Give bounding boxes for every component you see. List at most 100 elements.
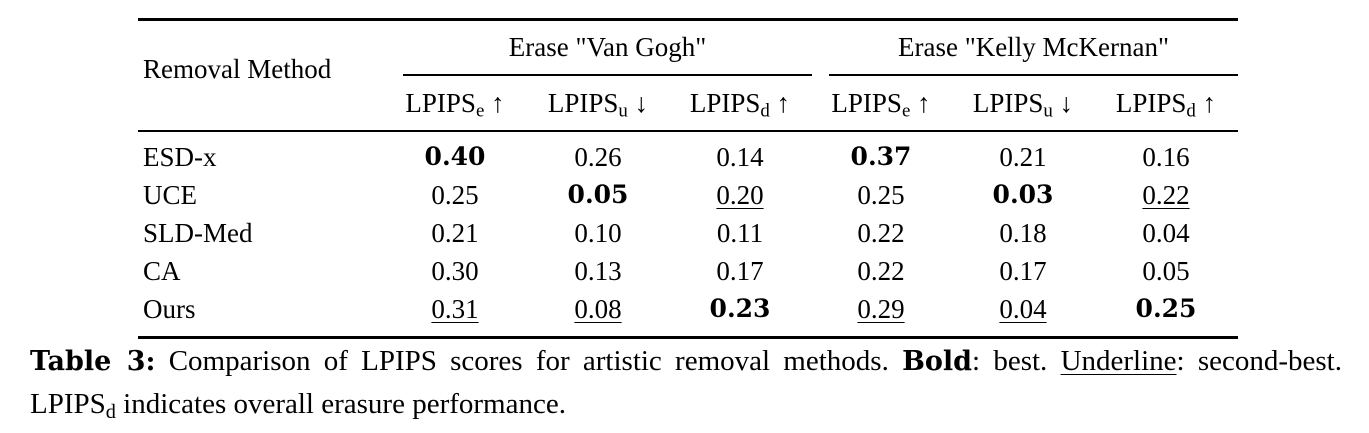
table-caption: Table 3: Comparison of LPIPS scores for …	[30, 340, 1342, 433]
cell-value: 0.16	[1142, 142, 1190, 172]
cell-value: 0.08	[574, 294, 622, 324]
caption-text-2: : best.	[972, 345, 1048, 377]
cell-value: 0.25	[1135, 294, 1197, 323]
header-bottom-rule	[138, 130, 1238, 132]
column-header-5: LPIPSu ↓	[948, 88, 1098, 127]
arrow-up-icon: ↑	[776, 88, 791, 118]
caption-bold-word: Bold	[902, 346, 973, 377]
cell-value: 0.37	[850, 142, 912, 171]
metric-subscript: u	[618, 100, 628, 122]
table-cell: 0.10	[528, 218, 668, 248]
cell-value: 0.14	[716, 142, 764, 172]
metric-name: LPIPS	[689, 88, 761, 118]
table-cell: 0.25	[385, 180, 525, 210]
arrow-up-icon: ↑	[1202, 88, 1217, 118]
cell-value: 0.21	[431, 218, 479, 248]
cell-value: 0.04	[1142, 218, 1190, 248]
caption-text-4: indicates overall erasure performance.	[115, 388, 566, 420]
table-cell: 0.22	[1096, 180, 1236, 210]
table-cell: 0.13	[528, 256, 668, 286]
table-cell: 0.05	[1096, 256, 1236, 286]
cell-value: 0.22	[857, 218, 905, 248]
cell-value: 0.11	[716, 218, 764, 248]
cell-value: 0.40	[424, 142, 486, 171]
table-cell: 0.26	[528, 142, 668, 172]
table-cell: 0.37	[811, 142, 951, 172]
cell-value: 0.03	[992, 180, 1054, 209]
metric-subscript: e	[475, 100, 485, 122]
table-cell: 0.17	[670, 256, 810, 286]
caption-underline-word: Underline	[1060, 345, 1177, 377]
cell-value: 0.10	[574, 218, 622, 248]
table-cell: 0.31	[385, 294, 525, 324]
cell-value: 0.25	[857, 180, 905, 210]
table-cell: 0.30	[385, 256, 525, 286]
cell-value: 0.17	[999, 256, 1047, 286]
cell-value: 0.30	[431, 256, 479, 286]
caption-subscript: d	[105, 401, 116, 424]
table-top-rule	[138, 18, 1238, 21]
cell-value: 0.22	[857, 256, 905, 286]
table-cell: 0.03	[953, 180, 1093, 210]
caption-text-3: : second-best. LPIPS	[30, 345, 1342, 420]
cell-value: 0.31	[431, 294, 479, 324]
method-name: SLD-Med	[143, 218, 253, 248]
cell-value: 0.29	[857, 294, 905, 324]
group-rule-kelly-mckernan	[829, 74, 1238, 76]
arrow-down-icon: ↓	[634, 88, 649, 118]
metric-subscript: u	[1043, 100, 1053, 122]
table-cell: 0.25	[1096, 294, 1236, 324]
table-cell: 0.22	[811, 256, 951, 286]
row-header-label: Removal Method	[143, 54, 332, 84]
group-header-van-gogh: Erase "Van Gogh"	[508, 32, 707, 62]
cell-value: 0.18	[999, 218, 1047, 248]
cell-value: 0.26	[574, 142, 622, 172]
table-cell: 0.17	[953, 256, 1093, 286]
cell-value: 0.22	[1142, 180, 1190, 210]
column-header-2: LPIPSu ↓	[523, 88, 673, 127]
table-bottom-rule	[138, 336, 1238, 339]
table-cell: 0.16	[1096, 142, 1236, 172]
metric-name: LPIPS	[405, 88, 476, 118]
column-header-1: LPIPSe ↑	[380, 88, 530, 127]
cell-value: 0.20	[716, 180, 764, 210]
table-cell: 0.05	[528, 180, 668, 210]
cell-value: 0.17	[716, 256, 764, 286]
metric-name: LPIPS	[1115, 88, 1187, 118]
group-rule-van-gogh	[403, 74, 812, 76]
method-name: CA	[143, 256, 181, 286]
table-cell: 0.23	[670, 294, 810, 324]
arrow-up-icon: ↑	[491, 88, 505, 118]
table-cell: 0.04	[953, 294, 1093, 324]
table-cell: 0.04	[1096, 218, 1236, 248]
method-name: UCE	[143, 180, 197, 210]
metric-subscript: d	[1186, 100, 1196, 122]
cell-value: 0.13	[574, 256, 622, 286]
column-header-6: LPIPSd ↑	[1091, 88, 1241, 127]
table-cell: 0.25	[811, 180, 951, 210]
method-name: ESD-x	[143, 142, 217, 172]
cell-value: 0.05	[567, 180, 629, 209]
caption-text-1: Comparison of LPIPS scores for artistic …	[155, 345, 903, 377]
table-cell: 0.29	[811, 294, 951, 324]
arrow-up-icon: ↑	[917, 88, 931, 118]
metric-name: LPIPS	[831, 88, 902, 118]
metric-name: LPIPS	[972, 88, 1044, 118]
table-cell: 0.11	[670, 218, 810, 248]
table-cell: 0.21	[953, 142, 1093, 172]
table-cell: 0.40	[385, 142, 525, 172]
caption-label: Table 3:	[30, 346, 156, 377]
method-name: Ours	[143, 294, 196, 324]
column-header-3: LPIPSd ↑	[665, 88, 815, 127]
cell-value: 0.25	[431, 180, 479, 210]
group-header-kelly-mckernan: Erase "Kelly McKernan"	[898, 32, 1169, 62]
table-cell: 0.22	[811, 218, 951, 248]
metric-subscript: e	[901, 100, 911, 122]
cell-value: 0.21	[999, 142, 1047, 172]
table-cell: 0.14	[670, 142, 810, 172]
table-cell: 0.18	[953, 218, 1093, 248]
cell-value: 0.23	[709, 294, 771, 323]
metric-subscript: d	[760, 100, 770, 122]
column-header-4: LPIPSe ↑	[806, 88, 956, 127]
table-cell: 0.21	[385, 218, 525, 248]
